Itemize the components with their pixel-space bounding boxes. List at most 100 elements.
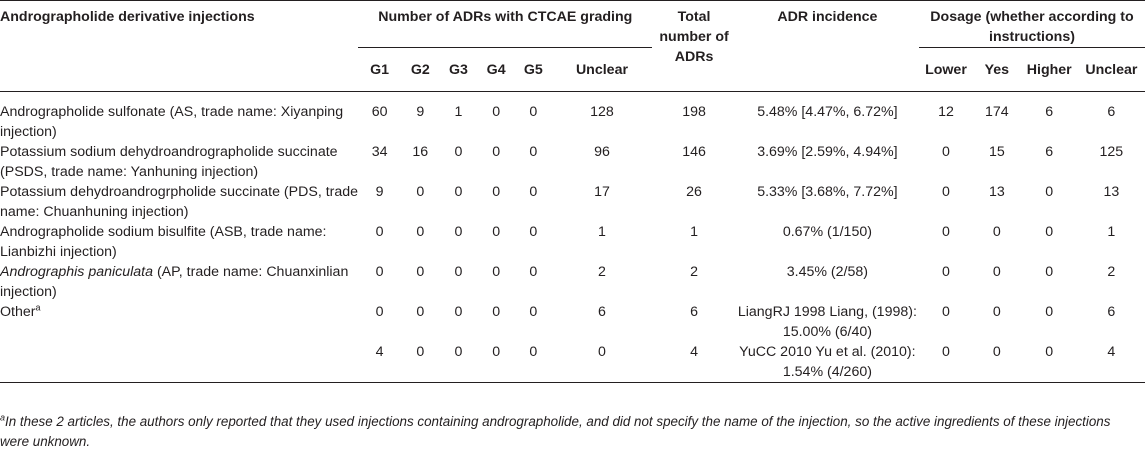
grade-cell: 2 (598, 264, 606, 280)
incidence-cell: 5.33% [3.68%, 7.72%] (757, 184, 898, 200)
dosage-cell: 0 (992, 304, 1001, 320)
dosage-cell: 174 (985, 104, 1009, 120)
row-name-text: Andrographolide sulfonate (AS, trade nam… (0, 104, 344, 140)
grade-cell: 0 (454, 144, 463, 160)
dosage-cell: 0 (942, 304, 950, 320)
grade-cell: 128 (590, 104, 614, 120)
grade-cell: 0 (416, 264, 425, 280)
grade-cell: 0 (492, 344, 501, 360)
grade-cell: 0 (529, 104, 538, 120)
grade-cell: 0 (529, 224, 538, 240)
row-name (0, 342, 358, 383)
dosage-cell: 0 (942, 264, 950, 280)
row-name: Potassium dehydroandrogrpholide succinat… (0, 182, 358, 222)
row-name: Andrographolide sodium bisulfite (ASB, t… (0, 222, 358, 262)
dosage-cell: 0 (1045, 344, 1054, 360)
dosage-cell: 0 (942, 344, 950, 360)
grade-cell: 0 (416, 184, 425, 200)
grade-cell: 34 (371, 144, 388, 160)
header-incidence: ADR incidence (777, 9, 878, 25)
table-row: Potassium dehydroandrogrpholide succinat… (0, 182, 1145, 222)
footnote-mark: a (0, 412, 6, 423)
header-grade: G5 (523, 61, 543, 78)
dosage-cell: 0 (992, 264, 1001, 280)
header-dosage-col: Unclear (1085, 61, 1138, 78)
incidence-cell: 0.67% (1/150) (782, 224, 872, 240)
grade-cell: 0 (492, 104, 501, 120)
header-grade: G2 (410, 61, 430, 78)
row-name: Potassium sodium dehydroandrographolide … (0, 142, 358, 182)
grade-cell: 0 (529, 264, 538, 280)
dosage-cell: 0 (942, 224, 950, 240)
grade-cell: 0 (598, 344, 606, 360)
grade-cell: 0 (529, 184, 538, 200)
grade-cell: 1 (454, 104, 463, 120)
dosage-cell: 0 (1045, 264, 1054, 280)
dosage-cell: 6 (1045, 144, 1054, 160)
total-cell: 6 (690, 304, 699, 320)
adr-table: Andrographolide derivative injections Nu… (0, 0, 1145, 383)
dosage-cell: 0 (942, 144, 950, 160)
row-name-text: Other (0, 304, 36, 320)
total-cell: 146 (682, 144, 706, 160)
incidence-cell: 3.69% [2.59%, 4.94%] (757, 144, 898, 160)
table-row: Potassium sodium dehydroandrographolide … (0, 142, 1145, 182)
table-row: Othera 0 0 0 0 0 6 6 LiangRJ 1998 Liang, (1998):… (0, 302, 1145, 342)
dosage-cell: 6 (1045, 104, 1054, 120)
dosage-cell: 0 (1045, 224, 1054, 240)
header-derivative: Andrographolide derivative injections (0, 9, 255, 25)
grade-cell: 6 (598, 304, 606, 320)
total-cell: 4 (690, 344, 699, 360)
header-dosage-col: Yes (984, 61, 1010, 78)
dosage-cell: 13 (988, 184, 1005, 200)
grade-cell: 0 (529, 144, 538, 160)
grade-cell: 0 (492, 224, 501, 240)
dosage-cell: 2 (1107, 264, 1116, 280)
table-row: Andrographis paniculata (AP, trade name:… (0, 262, 1145, 302)
grade-cell: 4 (375, 344, 384, 360)
grade-cell: 60 (371, 104, 388, 120)
incidence-cell: LiangRJ 1998 Liang, (1998): 15.00% (6/40… (737, 304, 917, 340)
grade-cell: 0 (454, 264, 463, 280)
grade-cell: 17 (594, 184, 610, 200)
dosage-cell: 6 (1107, 104, 1116, 120)
table-row: Andrographolide sulfonate (AS, trade nam… (0, 92, 1145, 143)
grade-cell: 0 (529, 344, 538, 360)
incidence-cell: YuCC 2010 Yu et al. (2010): 1.54% (4/260… (739, 344, 916, 380)
grade-cell: 0 (492, 304, 501, 320)
dosage-cell: 0 (1045, 304, 1054, 320)
dosage-cell: 4 (1107, 344, 1116, 360)
total-cell: 1 (690, 224, 699, 240)
grade-cell: 0 (416, 344, 425, 360)
total-cell: 198 (682, 104, 706, 120)
total-cell: 26 (686, 184, 702, 200)
dosage-cell: 0 (942, 184, 950, 200)
dosage-cell: 0 (992, 224, 1001, 240)
grade-cell: 0 (375, 304, 384, 320)
dosage-cell: 12 (938, 104, 954, 120)
dosage-cell: 0 (1045, 184, 1054, 200)
grade-cell: 0 (416, 304, 425, 320)
header-grade: G1 (370, 61, 390, 78)
row-name-italic: Andrographis paniculata (0, 264, 154, 280)
dosage-cell: 0 (992, 344, 1001, 360)
row-name: Andrographolide sulfonate (AS, trade nam… (0, 92, 358, 143)
row-name-text: Andrographolide sodium bisulfite (ASB, t… (0, 224, 327, 260)
dosage-cell: 6 (1107, 304, 1116, 320)
table-row: 4 0 0 0 0 0 4 YuCC 2010 Yu et al. (2010): 1.54%… (0, 342, 1145, 383)
grade-cell: 0 (492, 184, 501, 200)
grade-cell: 1 (598, 224, 606, 240)
grade-cell: 0 (492, 264, 501, 280)
grade-cell: 0 (492, 144, 501, 160)
header-dosage: Dosage (whether according to instruction… (918, 0, 1145, 48)
header-adrs-ctcae: Number of ADRs with CTCAE grading (358, 0, 653, 48)
grade-cell: 9 (375, 184, 384, 200)
header-dosage-col: Lower (925, 61, 967, 78)
grade-cell: 9 (416, 104, 425, 120)
grade-cell: 0 (416, 224, 425, 240)
header-grade: G4 (486, 61, 506, 78)
grade-cell: 16 (412, 144, 429, 160)
table-body: Andrographolide sulfonate (AS, trade nam… (0, 92, 1145, 383)
dosage-cell: 15 (988, 144, 1005, 160)
